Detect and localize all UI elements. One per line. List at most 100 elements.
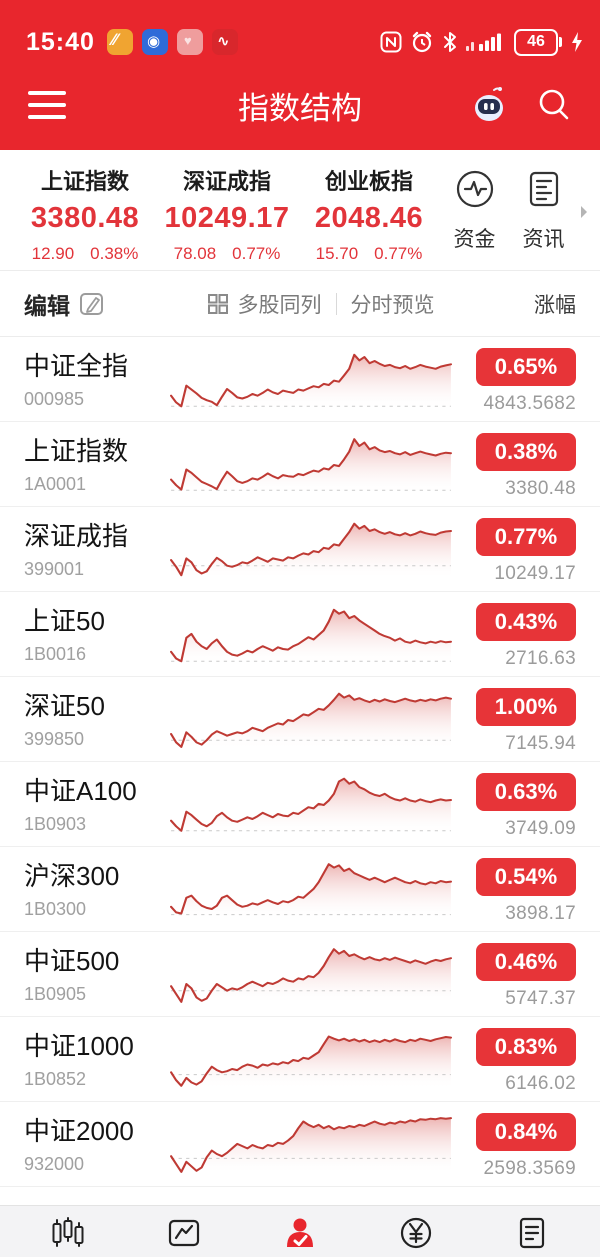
robot-assistant-icon[interactable] [468,84,510,126]
change-percent-badge: 1.00% [476,688,576,726]
change-percent-badge: 0.83% [476,1028,576,1066]
summary-index[interactable]: 创业板指 2048.46 15.70 0.77% [298,164,440,264]
index-code: 000985 [24,389,85,409]
index-list: 中证全指 000985 0.65% 4843.5682 上证指数 1A0001 … [0,337,600,1187]
summary-index[interactable]: 深证成指 10249.17 78.08 0.77% [156,164,298,264]
index-code: 1B0300 [24,899,87,919]
summary-index-value: 3380.48 [30,202,140,234]
index-sparkline [170,1102,452,1186]
index-name: 上证50 [24,606,105,636]
index-value: 5747.37 [505,988,576,1009]
index-row[interactable]: 中证500 1B0905 0.46% 5747.37 [0,932,600,1017]
status-bar: 15:40 46 [0,0,600,70]
index-row[interactable]: 上证指数 1A0001 0.38% 3380.48 [0,422,600,507]
index-sparkline [170,677,452,761]
toolbar-divider [335,292,337,315]
chevron-right-icon[interactable] [578,204,590,220]
list-toolbar: 编辑 多股同列 分时预览 涨幅 [0,270,600,337]
change-percent-badge: 0.65% [476,348,576,386]
summary-index-value: 10249.17 [164,202,290,234]
notification-icon [176,29,203,55]
clock: 15:40 [26,27,95,56]
funds-icon [454,168,496,210]
summary-change-pct: 0.77% [374,244,423,263]
notification-icon [141,29,168,55]
index-row[interactable]: 中证A100 1B0903 0.63% 3749.09 [0,762,600,847]
index-value: 2598.3569 [483,1158,576,1179]
summary-index-name: 创业板指 [324,169,413,194]
summary-index-change: 15.70 0.77% [298,244,440,264]
edit-pencil-icon [78,290,106,318]
index-name: 中证A100 [24,776,137,806]
nav-profile-icon-active[interactable] [270,1216,330,1250]
search-icon[interactable] [536,87,572,123]
index-row[interactable]: 中证1000 1B0852 0.83% 6146.02 [0,1017,600,1102]
summary-change-abs: 12.90 [31,244,75,263]
index-row[interactable]: 上证50 1B0016 0.43% 2716.63 [0,592,600,677]
change-percent-badge: 0.77% [476,518,576,556]
summary-change-abs: 78.08 [173,244,217,263]
signal-icon [466,31,506,53]
index-row[interactable]: 深证50 399850 1.00% 7145.94 [0,677,600,762]
summary-change-abs: 15.70 [315,244,359,263]
index-row[interactable]: 沪深300 1B0300 0.54% 3898.17 [0,847,600,932]
index-value: 3898.17 [505,903,576,924]
bottom-nav-wrap [0,1205,600,1257]
index-name: 中证500 [24,946,120,976]
intraday-preview-button[interactable]: 分时预览 [351,289,435,319]
nav-candlestick-icon[interactable] [38,1216,98,1249]
index-row[interactable]: 中证全指 000985 0.65% 4843.5682 [0,337,600,422]
notification-app-icons [106,29,238,55]
index-sparkline [170,1017,452,1101]
index-row[interactable]: 中证2000 932000 0.84% 2598.3569 [0,1102,600,1187]
nav-news-icon[interactable] [502,1217,562,1249]
change-percent-badge: 0.84% [476,1113,576,1151]
change-percent-badge: 0.63% [476,773,576,811]
index-code: 1B0905 [24,984,87,1004]
index-sparkline [170,422,452,506]
index-name: 深证成指 [24,521,129,551]
sort-by-change-button[interactable]: 涨幅 [534,293,576,317]
change-percent-badge: 0.43% [476,603,576,641]
index-sparkline [170,847,452,931]
index-row[interactable]: 深证成指 399001 0.77% 10249.17 [0,507,600,592]
change-percent-badge: 0.38% [476,433,576,471]
index-code: 932000 [24,1154,85,1174]
bottom-nav [0,1205,600,1257]
nfc-icon [380,31,402,53]
grid-icon [206,292,230,316]
nav-trend-icon[interactable] [154,1217,214,1249]
multi-stock-label: 多股同列 [237,293,322,317]
app-header: 指数结构 [0,70,600,150]
summary-index-change: 78.08 0.77% [156,244,298,264]
menu-icon[interactable] [28,91,66,119]
change-percent-badge: 0.54% [476,858,576,896]
multi-stock-button[interactable]: 多股同列 [206,289,322,319]
summary-index-change: 12.90 0.38% [14,244,156,264]
index-value: 3749.09 [505,818,576,839]
battery-percent: 46 [514,28,558,56]
news-button[interactable]: 资讯 [509,168,578,253]
index-code: 1B0016 [24,644,87,664]
summary-index-name: 上证指数 [40,169,129,194]
battery-nub [559,37,562,47]
charging-bolt-icon [570,31,584,53]
index-name: 中证1000 [24,1031,134,1061]
summary-change-pct: 0.77% [232,244,281,263]
index-value: 10249.17 [494,563,576,584]
edit-button[interactable]: 编辑 [24,287,106,321]
summary-index[interactable]: 上证指数 3380.48 12.90 0.38% [14,164,156,264]
index-code: 399001 [24,559,85,579]
index-code: 1B0903 [24,814,87,834]
index-name: 沪深300 [24,861,120,891]
funds-button[interactable]: 资金 [440,168,509,253]
index-sparkline [170,592,452,676]
bluetooth-icon [442,31,458,53]
summary-change-pct: 0.38% [90,244,139,263]
nav-trade-yuan-icon[interactable] [386,1216,446,1250]
summary-index-value: 2048.46 [314,202,424,234]
battery-indicator: 46 [514,28,562,56]
index-code: 1B0852 [24,1069,87,1089]
summary-index-name: 深证成指 [182,169,271,194]
index-sparkline [170,932,452,1016]
